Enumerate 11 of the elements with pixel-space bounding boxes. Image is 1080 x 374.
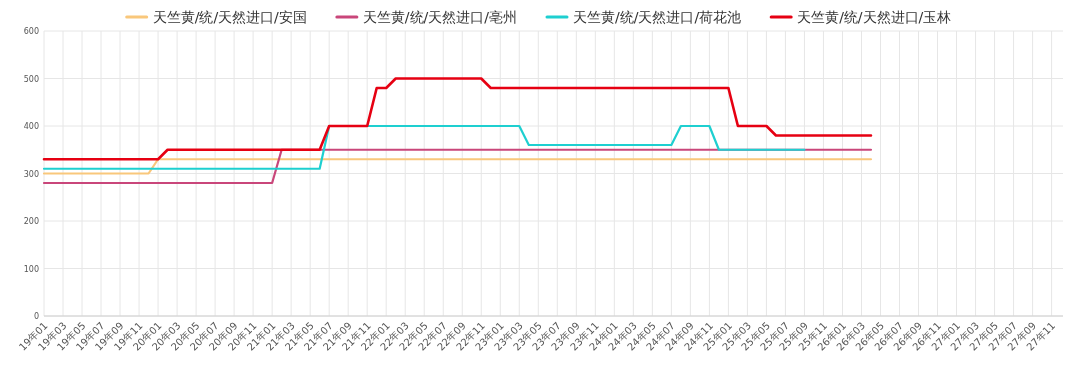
y-tick-label: 600 bbox=[23, 27, 39, 36]
legend-label: 天竺黄/统/天然进口/亳州 bbox=[362, 9, 517, 25]
legend-label: 天竺黄/统/天然进口/荷花池 bbox=[573, 9, 742, 25]
y-tick-label: 0 bbox=[33, 312, 39, 321]
y-tick-label: 300 bbox=[23, 169, 39, 179]
y-tick-label: 100 bbox=[23, 264, 39, 274]
legend-label: 天竺黄/统/天然进口/安国 bbox=[152, 9, 307, 25]
y-tick-label: 400 bbox=[23, 122, 39, 131]
y-tick-label: 500 bbox=[23, 74, 39, 84]
legend-label: 天竺黄/统/天然进口/玉林 bbox=[797, 9, 952, 25]
y-tick-label: 200 bbox=[23, 217, 39, 226]
